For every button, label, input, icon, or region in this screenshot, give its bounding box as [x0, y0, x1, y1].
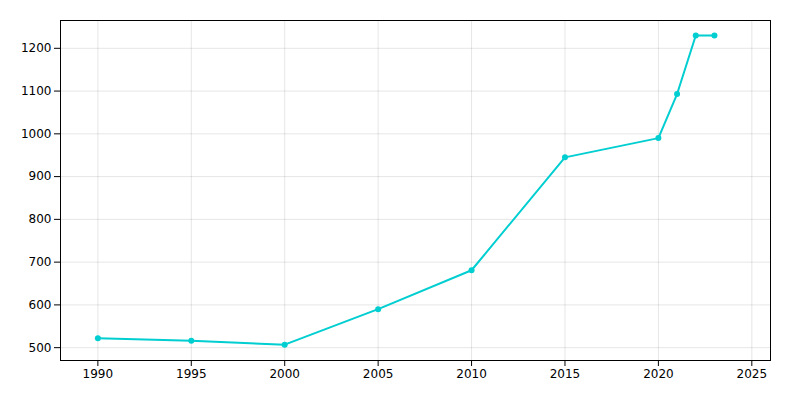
svg-text:1000: 1000 [21, 127, 52, 141]
svg-text:800: 800 [29, 212, 52, 226]
svg-text:2000: 2000 [269, 367, 300, 381]
svg-text:900: 900 [29, 169, 52, 183]
svg-text:700: 700 [29, 255, 52, 269]
svg-text:1990: 1990 [83, 367, 114, 381]
svg-text:2020: 2020 [643, 367, 674, 381]
svg-text:600: 600 [29, 298, 52, 312]
svg-text:500: 500 [29, 341, 52, 355]
svg-text:2015: 2015 [550, 367, 581, 381]
svg-text:2005: 2005 [363, 367, 394, 381]
svg-text:1100: 1100 [21, 84, 52, 98]
svg-text:2010: 2010 [456, 367, 487, 381]
svg-text:2025: 2025 [737, 367, 768, 381]
svg-text:1995: 1995 [176, 367, 207, 381]
svg-text:1200: 1200 [21, 41, 52, 55]
